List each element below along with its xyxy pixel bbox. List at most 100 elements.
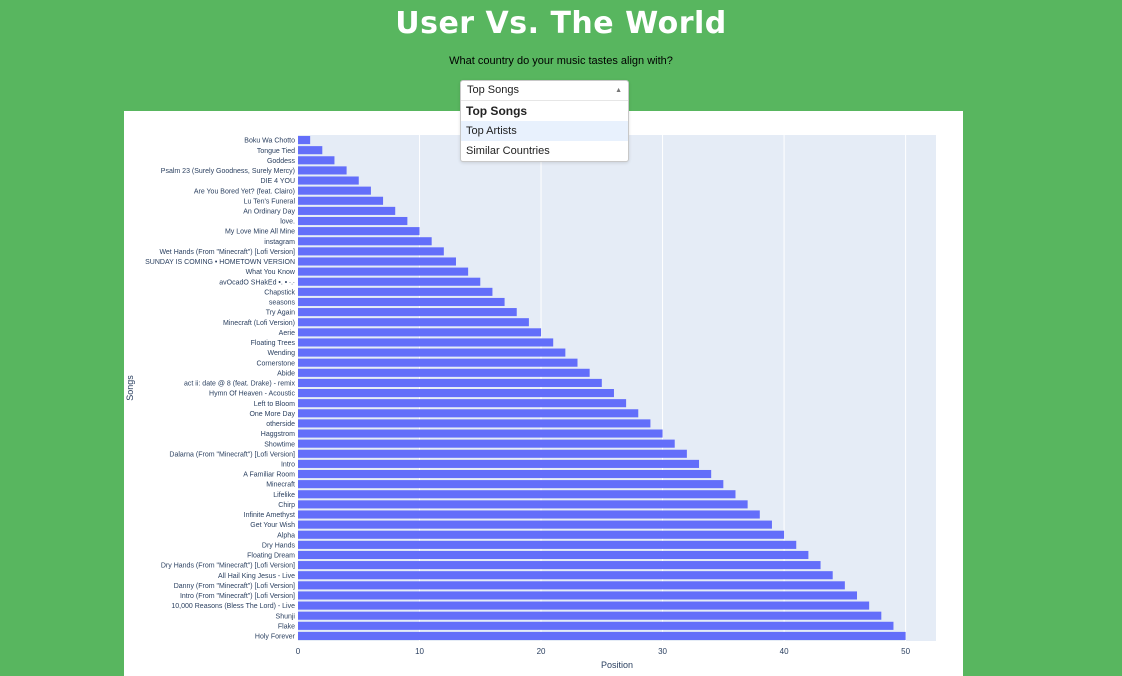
y-tick-label: Aerie [279,330,295,337]
view-dropdown[interactable]: Top Songs ▲ Top Songs Top Artists Simila… [460,80,629,162]
bar[interactable] [298,338,554,347]
y-tick-label: A Familiar Room [243,472,295,479]
y-tick-label: Minecraft [266,482,295,489]
y-tick-label: Try Again [266,310,295,317]
bar[interactable] [298,186,371,195]
bar[interactable] [298,176,359,185]
bar[interactable] [298,591,858,600]
chart-card: 0 10 20 30 40 50 Boku Wa Chotto Tongue Tied Godd… [124,111,963,676]
bar[interactable] [298,399,627,408]
dropdown-option-top-songs[interactable]: Top Songs [466,104,528,118]
bar[interactable] [298,621,894,630]
bar[interactable] [298,500,748,509]
y-tick-label: Dalarna (From "Minecraft") [Lofi Version… [169,451,295,458]
dropdown-selected-value[interactable]: Top Songs ▲ [461,81,628,101]
bar[interactable] [298,136,311,145]
y-tick-label: Psalm 23 (Surely Goodness, Surely Mercy) [161,168,295,175]
y-tick-label: All Hail King Jesus - Live [218,573,295,580]
y-tick-label: Dry Hands (From "Minecraft") [Lofi Versi… [161,563,295,570]
bar[interactable] [298,520,772,529]
y-tick-label: What You Know [246,269,296,276]
dropdown-option-top-artists[interactable]: Top Artists [461,121,628,141]
bar[interactable] [298,631,906,640]
bar[interactable] [298,439,675,448]
y-tick-label: love. [280,219,295,226]
bar[interactable] [298,601,870,610]
y-tick-label: Minecraft (Lofi Version) [223,320,295,327]
y-tick-label: Floating Trees [251,340,296,347]
y-tick-label: Abide [277,370,295,377]
x-tick-label: 50 [901,647,910,656]
bar[interactable] [298,297,505,307]
bar[interactable] [298,510,760,519]
bar[interactable] [298,247,444,256]
bar[interactable] [298,348,566,357]
bar[interactable] [298,378,602,387]
bar[interactable] [298,368,590,377]
bar[interactable] [298,561,821,570]
y-axis-title: Songs [125,375,135,401]
bar[interactable] [298,419,651,428]
bar[interactable] [298,409,639,418]
bar[interactable] [298,156,335,165]
bar[interactable] [298,611,882,620]
y-tick-label: Dry Hands [262,542,296,549]
y-tick-label: Intro [281,462,295,469]
x-tick-label: 10 [415,647,424,656]
bar[interactable] [298,540,797,549]
y-tick-label: Lu Ten's Funeral [244,198,296,205]
bar[interactable] [298,257,456,266]
y-tick-label: DIE 4 YOU [261,178,296,185]
dropdown-option-similar-countries[interactable]: Similar Countries [466,145,550,157]
y-tick-label: Infinite Amethyst [244,512,295,519]
page-title: User Vs. The World [395,6,727,41]
y-tick-label: Intro (From "Minecraft") [Lofi Version] [180,593,295,600]
bar[interactable] [298,308,517,317]
bar[interactable] [298,581,845,590]
bar[interactable] [298,358,578,367]
bar[interactable] [298,429,663,438]
bar[interactable] [298,206,396,215]
bar[interactable] [298,318,529,327]
y-tick-label: Danny (From "Minecraft") [Lofi Version] [174,583,295,590]
y-tick-label: Haggstrom [261,431,295,438]
y-tick-label: Wending [267,350,295,357]
y-tick-label: Get Your Wish [250,522,295,529]
x-tick-label: 30 [658,647,667,656]
bar[interactable] [298,227,420,236]
bar[interactable] [298,449,687,458]
y-tick-label: Chapstick [264,289,295,296]
bar[interactable] [298,277,481,286]
y-tick-label: instagram [264,239,295,246]
bar[interactable] [298,328,542,337]
y-tick-label: Floating Dream [247,553,295,560]
y-tick-label: Hymn Of Heaven - Acoustic [209,391,295,398]
y-tick-label: One More Day [249,411,295,418]
x-tick-label: 20 [537,647,546,656]
y-tick-label: An Ordinary Day [243,209,295,216]
y-tick-label: Shunji [276,613,296,620]
bar[interactable] [298,490,736,499]
y-tick-label: SUNDAY IS COMING • HOMETOWN VERSION [145,259,295,266]
bar[interactable] [298,146,323,155]
y-tick-label: 10,000 Reasons (Bless The Lord) - Live [171,603,295,610]
bar[interactable] [298,216,408,226]
y-tick-label: Goddess [267,158,296,165]
y-tick-label: act ii: date @ 8 (feat. Drake) - remix [184,381,295,388]
bar[interactable] [298,237,432,246]
bar[interactable] [298,389,614,398]
y-tick-label: My Love Mine All Mine [225,229,295,236]
bar[interactable] [298,287,493,296]
bar[interactable] [298,480,724,489]
bar[interactable] [298,469,712,479]
songs-bar-chart[interactable]: 0 10 20 30 40 50 Boku Wa Chotto Tongue Tied Godd… [124,111,963,676]
y-tick-label: Boku Wa Chotto [244,138,295,145]
bar[interactable] [298,530,785,539]
bar[interactable] [298,196,384,205]
bar[interactable] [298,550,809,560]
bar[interactable] [298,166,347,175]
bar[interactable] [298,267,469,276]
bar[interactable] [298,459,700,468]
x-tick-label: 0 [296,647,301,656]
bar[interactable] [298,571,833,580]
